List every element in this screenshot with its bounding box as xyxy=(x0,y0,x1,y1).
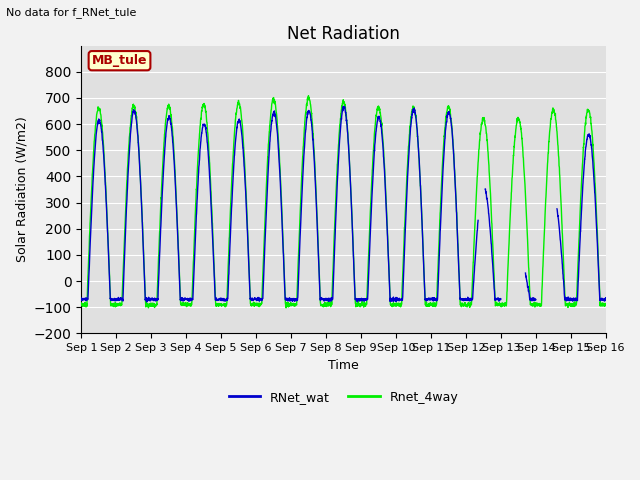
Text: No data for f_RNet_tule: No data for f_RNet_tule xyxy=(6,7,137,18)
X-axis label: Time: Time xyxy=(328,359,359,372)
Y-axis label: Solar Radiation (W/m2): Solar Radiation (W/m2) xyxy=(15,117,28,263)
Title: Net Radiation: Net Radiation xyxy=(287,24,400,43)
Text: MB_tule: MB_tule xyxy=(92,54,147,67)
Legend: RNet_wat, Rnet_4way: RNet_wat, Rnet_4way xyxy=(223,386,463,409)
